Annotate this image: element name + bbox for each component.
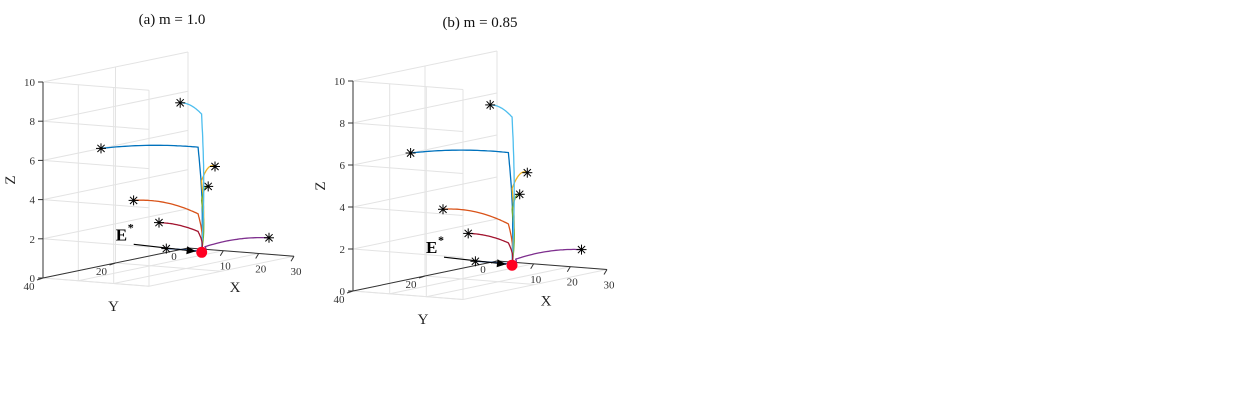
grid-line — [42, 81, 150, 91]
x-tick — [566, 266, 571, 272]
y-tick-label: 20 — [96, 266, 108, 278]
y-tick-label: 20 — [406, 279, 418, 291]
grid-line — [352, 206, 464, 216]
start-star-marker — [96, 143, 106, 154]
y-tick-label: 40 — [24, 281, 36, 293]
z-tick-label: 0 — [30, 273, 36, 285]
y-tick — [109, 262, 116, 266]
x-tick — [255, 253, 260, 259]
z-tick-label: 2 — [30, 234, 36, 246]
y-tick-label: 40 — [334, 294, 346, 306]
z-tick-label: 8 — [340, 118, 346, 130]
z-tick-label: 6 — [340, 160, 346, 172]
x-axis-label: X — [541, 293, 552, 309]
y-tick-label: 0 — [171, 251, 177, 263]
z-tick-label: 4 — [340, 202, 346, 214]
equilibrium-arrowhead — [186, 246, 196, 255]
equilibrium-label-sup: * — [438, 233, 444, 247]
equilibrium-arrow — [133, 243, 196, 252]
start-star-marker — [463, 228, 474, 239]
x-tick-label: 10 — [530, 274, 542, 286]
equilibrium-point — [196, 246, 208, 258]
chart-title-b: (b) m = 0.85 — [442, 15, 517, 31]
x-tick-label: 30 — [291, 266, 303, 278]
x-tick — [290, 255, 295, 262]
z-tick-label: 10 — [24, 77, 36, 89]
equilibrium-arrow — [443, 256, 507, 265]
grid-line — [352, 134, 498, 166]
start-star-marker — [514, 189, 525, 200]
x-tick — [219, 250, 224, 256]
grid-line — [352, 92, 498, 124]
grid-line — [352, 176, 498, 208]
z-tick-label: 10 — [334, 76, 346, 88]
x-tick — [530, 263, 535, 270]
grid-line — [42, 238, 150, 248]
y-tick-label: 0 — [480, 264, 486, 276]
start-star-marker — [175, 97, 186, 108]
z-axis-label: Z — [3, 175, 19, 184]
grid-line — [42, 199, 150, 209]
start-star-marker — [264, 232, 274, 243]
start-star-marker — [203, 181, 214, 192]
grid-line — [352, 80, 464, 90]
equilibrium-label: E — [116, 225, 127, 244]
grid-line — [42, 51, 189, 83]
trajectory-line — [133, 199, 203, 253]
grid-line — [352, 50, 498, 82]
y-tick — [418, 275, 426, 279]
grid-line — [42, 208, 189, 240]
trajectory-line — [159, 221, 203, 253]
start-star-marker — [438, 204, 448, 215]
x-tick — [603, 269, 608, 275]
start-star-marker — [210, 161, 220, 172]
y-axis-label: Y — [108, 299, 119, 315]
start-star-marker — [485, 99, 496, 110]
grid-line — [352, 122, 464, 132]
grid-line — [352, 164, 464, 174]
equilibrium-point — [506, 259, 518, 271]
x-tick-label: 10 — [220, 261, 232, 273]
y-axis-label: Y — [418, 312, 429, 328]
z-axis-label: Z — [313, 181, 329, 190]
start-star-marker — [128, 195, 139, 206]
grid-line — [352, 290, 464, 300]
x-tick-label: 30 — [604, 280, 616, 292]
grid-line — [42, 159, 150, 170]
z-tick-label: 4 — [30, 195, 36, 207]
chart-title-a: (a) m = 1.0 — [139, 12, 206, 28]
trajectory-line — [468, 232, 514, 266]
grid-line — [42, 277, 150, 287]
grid-line — [42, 120, 150, 130]
grid-line — [352, 248, 464, 258]
grid-line — [424, 275, 536, 285]
trajectory-line — [490, 104, 515, 266]
grid-line — [42, 129, 189, 161]
equilibrium-arrowhead — [496, 259, 506, 268]
x-tick-label: 20 — [567, 277, 579, 289]
start-star-marker — [576, 244, 587, 255]
z-tick-label: 2 — [340, 244, 346, 256]
x-tick-label: 20 — [255, 264, 267, 276]
grid-line — [42, 169, 189, 201]
equilibrium-label: E — [426, 238, 437, 257]
z-tick-label: 0 — [340, 286, 346, 298]
start-star-marker — [154, 217, 164, 228]
equilibrium-label-sup: * — [128, 220, 134, 234]
grid-line — [42, 90, 189, 122]
trajectory-line — [410, 149, 514, 266]
z-tick-label: 8 — [30, 116, 36, 128]
start-star-marker — [522, 167, 533, 178]
grid-line — [352, 218, 498, 250]
x-axis-label: X — [230, 280, 241, 296]
z-tick-label: 6 — [30, 155, 36, 167]
grid-line — [115, 262, 222, 272]
start-star-marker — [405, 148, 416, 158]
